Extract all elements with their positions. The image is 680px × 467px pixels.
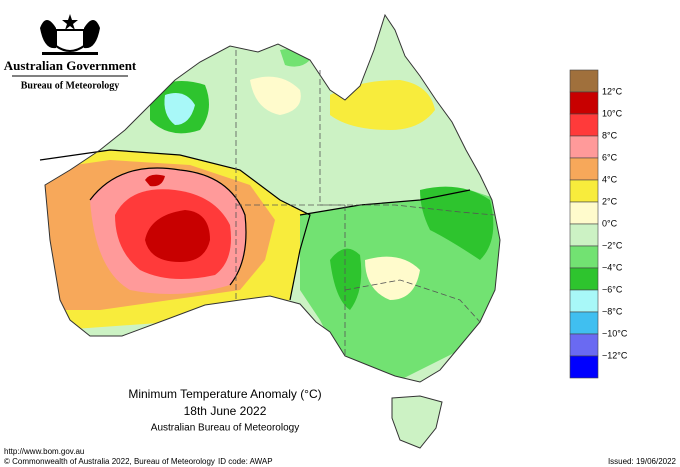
footer-id-code: ID code: AWAP: [218, 457, 273, 466]
coastline: [44, 13, 501, 449]
legend-swatch: [569, 355, 599, 379]
footer-url: http://www.bom.gov.au: [4, 447, 84, 456]
legend-swatch: [569, 267, 599, 291]
legend-label: 12°C: [602, 86, 623, 96]
map-date: 18th June 2022: [184, 404, 267, 418]
contour-lines: [39, 149, 471, 301]
legend-swatch: [569, 223, 599, 247]
legend-label: −6°C: [602, 284, 623, 294]
legend-label: 10°C: [602, 108, 623, 118]
legend-swatch: [569, 201, 599, 225]
legend-label: 8°C: [602, 130, 618, 140]
legend-swatch: [569, 135, 599, 159]
legend-swatch: [569, 289, 599, 313]
legend-label: 4°C: [602, 174, 618, 184]
footer-copyright: © Commonwealth of Australia 2022, Bureau…: [4, 457, 215, 466]
legend-label: −8°C: [602, 306, 623, 316]
legend-label: −2°C: [602, 240, 623, 250]
legend-label: 6°C: [602, 152, 618, 162]
legend: 12°C 10°C 8°C 6°C 4°C 2°C 0°C −2°C −4°C −6°C −8°C −…: [569, 69, 628, 379]
bureau-name: Bureau of Meteorology: [21, 80, 120, 91]
legend-label: 0°C: [602, 218, 618, 228]
map-source: Australian Bureau of Meteorology: [151, 423, 299, 434]
state-borders: [235, 50, 496, 356]
legend-label: −4°C: [602, 262, 623, 272]
legend-swatch: [569, 69, 599, 93]
legend-swatch: [569, 245, 599, 269]
legend-swatch: [569, 311, 599, 335]
legend-swatch: [569, 333, 599, 357]
footer-issued: Issued: 19/06/2022: [608, 457, 677, 466]
coat-of-arms: [40, 14, 100, 55]
government-name: Australian Government: [4, 58, 137, 73]
legend-swatch: [569, 157, 599, 181]
legend-swatch: [569, 113, 599, 137]
legend-swatch: [569, 179, 599, 203]
legend-label: 2°C: [602, 196, 618, 206]
legend-swatch: [569, 91, 599, 115]
map-title: Minimum Temperature Anomaly (°C): [128, 387, 321, 401]
legend-label: −10°C: [602, 328, 628, 338]
legend-label: −12°C: [602, 350, 628, 360]
